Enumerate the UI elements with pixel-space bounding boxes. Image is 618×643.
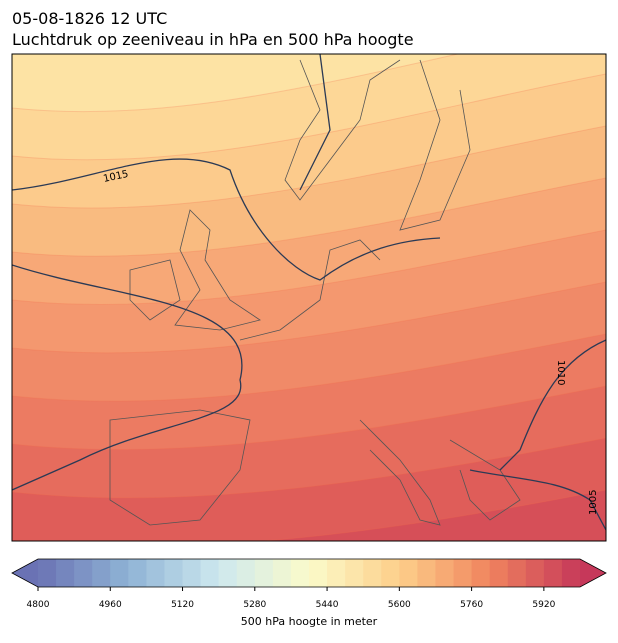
colorbar-outline bbox=[11, 558, 607, 588]
title-line: 05-08-1826 12 UTC bbox=[12, 9, 167, 28]
coastline bbox=[174, 209, 261, 331]
colorbar-segment bbox=[507, 559, 527, 587]
colorbar-segment bbox=[290, 559, 310, 587]
colorbar-segment bbox=[164, 559, 184, 587]
colorbar-segment bbox=[218, 559, 238, 587]
colorbar-segment bbox=[182, 559, 202, 587]
colorbar-segment bbox=[561, 559, 581, 587]
colorbar-label: 500 hPa hoogte in meter bbox=[241, 615, 378, 628]
isobar bbox=[12, 158, 441, 281]
coastline bbox=[129, 259, 181, 321]
colorbar-segment bbox=[327, 559, 346, 587]
colorbar-segment bbox=[128, 559, 147, 587]
colorbar-segment bbox=[471, 559, 491, 587]
colorbar-segment bbox=[381, 559, 400, 587]
isobar bbox=[469, 469, 606, 531]
isobar bbox=[12, 264, 243, 491]
tick-label: 5920 bbox=[532, 600, 555, 610]
band bbox=[12, 437, 606, 541]
tick-label: 4960 bbox=[99, 600, 122, 610]
tick-label: 5120 bbox=[171, 600, 194, 610]
coastline bbox=[109, 409, 251, 526]
colorbar-extend bbox=[580, 559, 606, 587]
colorbar-segment bbox=[489, 559, 509, 587]
isobar-label: 1010 bbox=[555, 360, 566, 385]
tick-label: 5600 bbox=[388, 600, 411, 610]
isobar-label: 1015 bbox=[102, 169, 129, 185]
tick-label: 5760 bbox=[460, 600, 483, 610]
colorbar-segment bbox=[417, 559, 436, 587]
colorbar-segment bbox=[254, 559, 274, 587]
coastline bbox=[284, 59, 401, 201]
coastline bbox=[239, 239, 381, 341]
title-line: Luchtdruk op zeeniveau in hPa en 500 hPa… bbox=[12, 30, 414, 49]
isobar bbox=[499, 339, 606, 471]
colorbar-segment bbox=[200, 559, 220, 587]
colorbar-segment bbox=[92, 559, 111, 587]
tick-label: 4800 bbox=[27, 600, 50, 610]
colorbar-segment bbox=[435, 559, 455, 587]
colorbar-segment bbox=[543, 559, 563, 587]
colorbar-segment bbox=[146, 559, 165, 587]
isobar-label: 1005 bbox=[588, 490, 599, 515]
colorbar-segment bbox=[56, 559, 75, 587]
colorbar-segment bbox=[110, 559, 129, 587]
colorbar: 4800 4960 5120 5280 5440 5600 5760 5920 bbox=[11, 558, 607, 610]
colorbar-segment bbox=[453, 559, 473, 587]
tick-label: 5440 bbox=[316, 600, 339, 610]
colorbar-segment bbox=[363, 559, 382, 587]
colorbar-extend bbox=[12, 559, 38, 587]
colorbar-segment bbox=[38, 559, 57, 587]
coastline bbox=[399, 59, 471, 231]
colorbar-segment bbox=[272, 559, 292, 587]
map-frame bbox=[11, 53, 607, 542]
isobar bbox=[299, 54, 331, 191]
tick-label: 5280 bbox=[243, 600, 266, 610]
colorbar-segment bbox=[74, 559, 93, 587]
colorbar-segment bbox=[309, 559, 328, 587]
coastline bbox=[449, 439, 521, 521]
colorbar-segment bbox=[525, 559, 545, 587]
coastline bbox=[359, 419, 441, 526]
map: 1015 1010 1005 bbox=[12, 54, 606, 541]
colorbar-segment bbox=[399, 559, 418, 587]
colorbar-segment bbox=[345, 559, 364, 587]
colorbar-segment bbox=[236, 559, 256, 587]
